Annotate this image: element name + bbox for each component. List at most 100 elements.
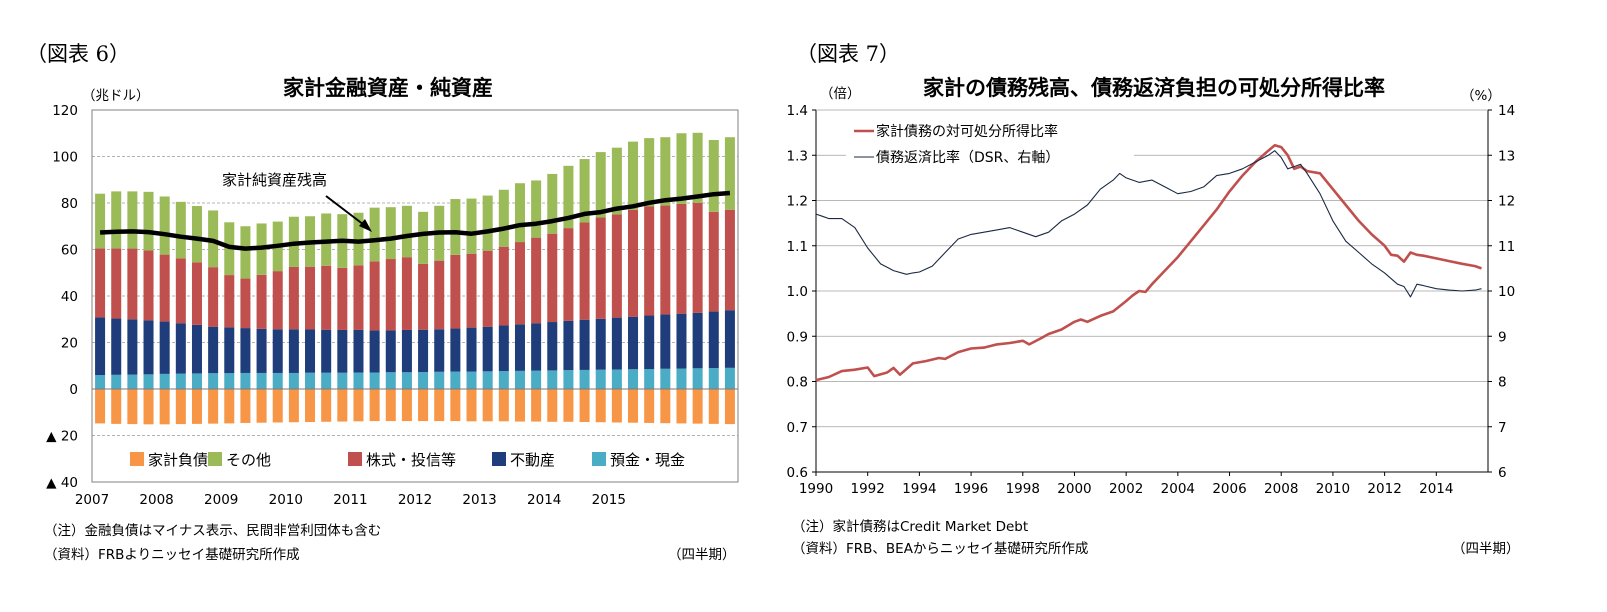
legend-swatch-equities xyxy=(348,452,362,466)
bar-other xyxy=(482,195,493,251)
annotation-arrow xyxy=(325,195,369,229)
bar-equities xyxy=(127,248,138,320)
bar-real_estate xyxy=(143,320,154,375)
bar-liabilities xyxy=(466,389,477,422)
bar-deposits xyxy=(159,373,170,389)
y-right-tick-label: 7 xyxy=(1498,420,1507,436)
bar-liabilities xyxy=(159,389,170,425)
bar-real_estate xyxy=(628,316,639,370)
y-right-tick-label: 14 xyxy=(1498,103,1515,119)
bar-liabilities xyxy=(401,389,412,422)
bar-equities xyxy=(159,254,170,322)
bar-real_estate xyxy=(288,329,299,373)
y-tick-label: 100 xyxy=(52,150,78,166)
bar-other xyxy=(418,211,429,264)
bar-other xyxy=(143,191,154,251)
legend-swatch-real_estate xyxy=(492,452,506,466)
chart1-source: （資料）FRBよりニッセイ基礎研究所作成 xyxy=(44,547,300,563)
bar-deposits xyxy=(466,371,477,389)
bar-real_estate xyxy=(498,325,509,372)
bar-equities xyxy=(401,257,412,330)
bar-real_estate xyxy=(272,329,283,373)
bar-liabilities xyxy=(563,389,574,422)
bar-liabilities xyxy=(434,389,445,422)
y-left-tick-label: 0.7 xyxy=(787,420,808,436)
bar-other xyxy=(385,207,396,260)
bar-real_estate xyxy=(353,329,364,373)
bar-other xyxy=(563,165,574,229)
legend-label-debt-ratio: 家計債務の対可処分所得比率 xyxy=(876,123,1058,140)
x-tick-label: 1992 xyxy=(851,481,885,497)
bar-other xyxy=(628,141,639,210)
y-tick-label: ▲ 40 xyxy=(46,475,78,491)
bar-deposits xyxy=(531,370,542,389)
bar-equities xyxy=(724,209,735,311)
bar-liabilities xyxy=(385,389,396,422)
bar-deposits xyxy=(708,368,719,389)
bar-equities xyxy=(644,206,655,316)
annotation-arrowhead xyxy=(359,219,372,232)
bar-liabilities xyxy=(240,389,251,423)
bar-liabilities xyxy=(305,389,316,423)
bar-deposits xyxy=(256,372,267,389)
x-tick-label: 2009 xyxy=(204,492,238,508)
x-tick-label: 2014 xyxy=(1419,481,1453,497)
bar-equities xyxy=(482,250,493,327)
bar-liabilities xyxy=(256,389,267,423)
bar-liabilities xyxy=(95,389,106,424)
bar-equities xyxy=(337,267,348,330)
bar-equities xyxy=(418,263,429,330)
bar-equities xyxy=(256,274,267,329)
bar-equities xyxy=(224,275,235,328)
bar-liabilities xyxy=(611,389,622,423)
bar-real_estate xyxy=(240,328,251,373)
y-tick-label: 80 xyxy=(61,196,78,212)
bar-real_estate xyxy=(418,329,429,373)
bar-liabilities xyxy=(660,389,671,424)
bar-other xyxy=(660,137,671,206)
bar-real_estate xyxy=(369,330,380,373)
bar-deposits xyxy=(240,372,251,389)
chart2-note: （注）家計債務はCredit Market Debt xyxy=(792,519,1029,535)
bar-liabilities xyxy=(191,389,202,424)
bar-deposits xyxy=(321,372,332,389)
x-tick-label: 2012 xyxy=(1367,481,1401,497)
y-left-tick-label: 1.1 xyxy=(787,239,808,255)
bar-liabilities xyxy=(337,389,348,422)
x-tick-label: 2010 xyxy=(269,492,303,508)
bar-real_estate xyxy=(644,315,655,370)
bar-equities xyxy=(143,250,154,321)
bar-liabilities xyxy=(369,389,380,422)
bar-other xyxy=(498,189,509,247)
bar-other xyxy=(240,226,251,279)
bar-liabilities xyxy=(353,389,364,422)
bar-liabilities xyxy=(595,389,606,423)
bar-equities xyxy=(595,217,606,319)
x-tick-label: 1994 xyxy=(902,481,936,497)
bar-other xyxy=(401,205,412,258)
bar-other xyxy=(353,212,364,266)
legend-label-real_estate: 不動産 xyxy=(510,451,555,469)
bar-deposits xyxy=(595,369,606,389)
bar-real_estate xyxy=(724,310,735,368)
bar-real_estate xyxy=(208,326,219,374)
bar-equities xyxy=(369,261,380,331)
bar-liabilities xyxy=(321,389,332,422)
bar-liabilities xyxy=(175,389,186,425)
chart2-source: （資料）FRB、BEAからニッセイ基礎研究所作成 xyxy=(792,541,1089,557)
bar-deposits xyxy=(547,370,558,389)
x-tick-label: 2013 xyxy=(462,492,496,508)
bar-equities xyxy=(628,209,639,317)
bar-deposits xyxy=(111,374,122,389)
legend-box xyxy=(846,118,1134,170)
x-tick-label: 2014 xyxy=(527,492,561,508)
bar-other xyxy=(692,132,703,203)
bar-equities xyxy=(466,253,477,328)
bar-real_estate xyxy=(434,329,445,372)
bar-equities xyxy=(611,214,622,318)
bar-other xyxy=(595,152,606,218)
bar-deposits xyxy=(369,372,380,389)
bar-equities xyxy=(288,266,299,330)
bar-liabilities xyxy=(418,389,429,422)
series-line-dsr xyxy=(815,150,1482,298)
